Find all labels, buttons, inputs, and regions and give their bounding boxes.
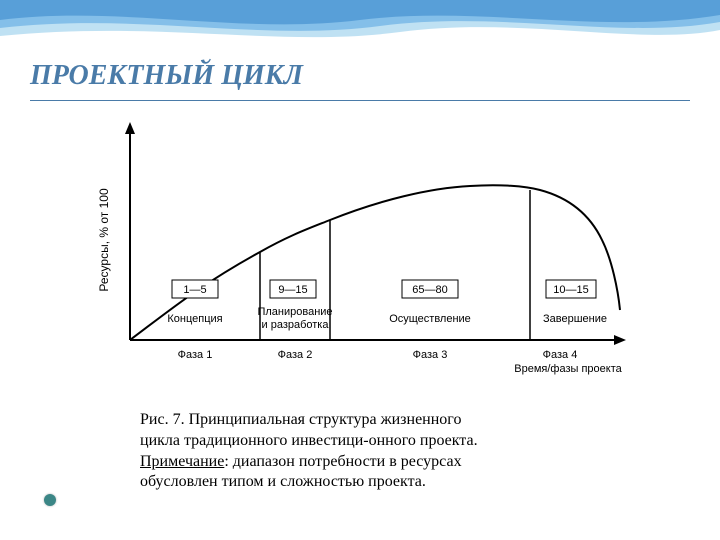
slide: ПРОЕКТНЫЙ ЦИКЛ Ресурсы, % от 100 1—5 9—1…	[0, 0, 720, 540]
range-2: 9—15	[278, 284, 307, 296]
phase-name-3: Осуществление	[389, 313, 471, 325]
title-underline	[30, 100, 690, 101]
lifecycle-chart: Ресурсы, % от 100 1—5 9—15 65—80 10—15 К…	[90, 110, 630, 390]
phase-label-1: Фаза 1	[178, 349, 213, 361]
y-axis-label: Ресурсы, % от 100	[97, 188, 111, 292]
range-1: 1—5	[183, 284, 206, 296]
phase-name-1: Концепция	[167, 313, 222, 325]
phase-label-2: Фаза 2	[278, 349, 313, 361]
caption-line1a: Рис. 7. Принципиальная структура жизненн…	[140, 411, 461, 428]
phase-label-3: Фаза 3	[413, 349, 448, 361]
range-3: 65—80	[412, 284, 447, 296]
figure-caption: Рис. 7. Принципиальная структура жизненн…	[140, 410, 580, 493]
caption-line2b: обусловлен типом и сложностью проекта.	[140, 473, 426, 490]
slide-bullet-icon	[44, 494, 56, 506]
phase-label-4: Фаза 4	[543, 349, 578, 361]
x-axis-label: Время/фазы проекта	[514, 363, 622, 375]
wave-decoration	[0, 0, 720, 60]
caption-note-label: Примечание	[140, 453, 224, 470]
range-4: 10—15	[553, 284, 588, 296]
caption-line2a: : диапазон потребности в ресурсах	[224, 453, 461, 470]
caption-line1b: цикла традиционного инвестици-онного про…	[140, 432, 478, 449]
page-title: ПРОЕКТНЫЙ ЦИКЛ	[30, 60, 303, 92]
phase-name-2a: Планирование	[257, 306, 332, 318]
phase-name-2b: и разработка	[262, 319, 330, 331]
phase-name-4: Завершение	[543, 313, 607, 325]
